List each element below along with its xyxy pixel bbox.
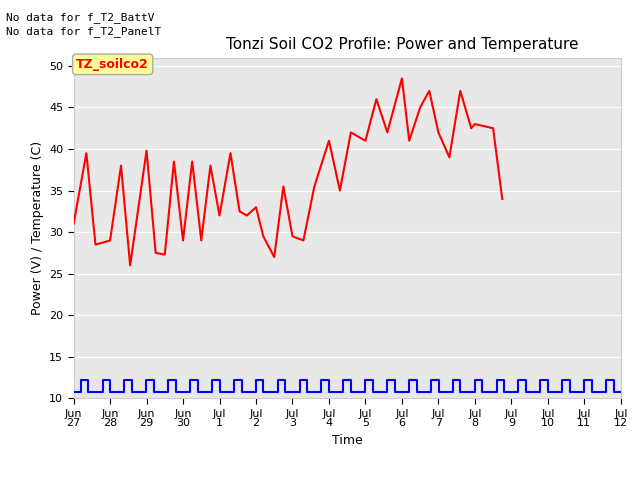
- Y-axis label: Power (V) / Temperature (C): Power (V) / Temperature (C): [31, 141, 44, 315]
- Text: No data for f_T2_BattV: No data for f_T2_BattV: [6, 12, 155, 23]
- Text: TZ_soilco2: TZ_soilco2: [76, 58, 149, 71]
- Title: Tonzi Soil CO2 Profile: Power and Temperature: Tonzi Soil CO2 Profile: Power and Temper…: [226, 37, 578, 52]
- X-axis label: Time: Time: [332, 433, 363, 446]
- Text: No data for f_T2_PanelT: No data for f_T2_PanelT: [6, 26, 162, 37]
